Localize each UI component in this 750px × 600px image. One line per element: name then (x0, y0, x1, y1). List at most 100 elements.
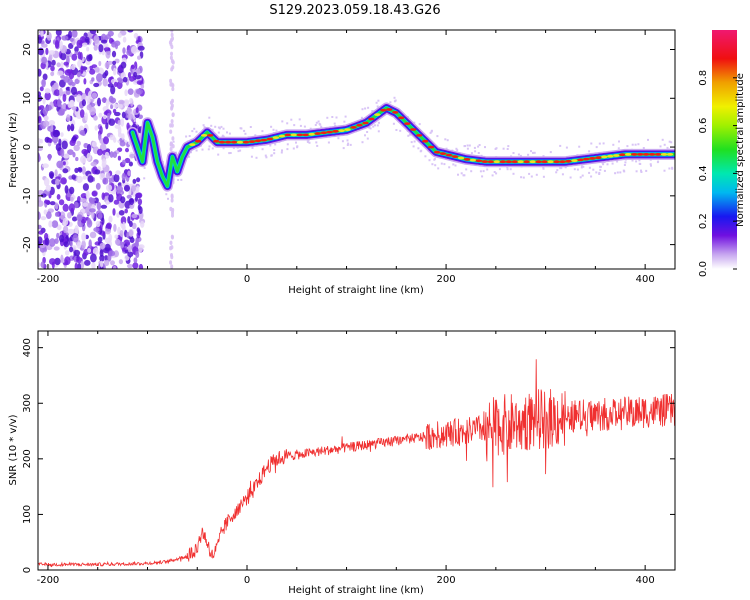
colorbar: 0.0 0.2 0.4 0.6 0.8 Normalized spectral ampl… (698, 30, 746, 277)
halo-speck (335, 116, 338, 119)
noise-blob (80, 198, 87, 203)
noise-blob (55, 30, 62, 36)
noise-blob (50, 65, 55, 72)
halo-speck (286, 148, 289, 151)
noise-blob (131, 222, 137, 230)
halo-speck (634, 143, 637, 146)
halo-speck (649, 163, 652, 166)
noise-blob (102, 177, 109, 185)
halo-speck (565, 146, 568, 149)
ridge-core (541, 160, 548, 164)
ridge-core (218, 140, 226, 144)
halo-speck (195, 149, 198, 152)
halo-speck (417, 147, 420, 150)
noise-blob (68, 71, 75, 80)
ridge-core (487, 160, 495, 164)
noise-blob (78, 167, 83, 173)
noise-blob (112, 103, 119, 108)
noise-blob (127, 244, 132, 253)
noise-blob (129, 197, 135, 206)
noise-blob (48, 50, 56, 55)
noise-blob (122, 159, 126, 165)
x-tick-label: 200 (437, 575, 456, 586)
ridge-core (350, 126, 357, 129)
noise-blob (131, 185, 136, 192)
noise-blob (100, 39, 108, 44)
noise-blob (97, 97, 101, 107)
ridge-core (302, 133, 309, 137)
noise-blob (94, 66, 100, 73)
noise-blob (97, 212, 103, 220)
noise-blob (69, 99, 75, 108)
noise-blob (82, 42, 88, 47)
noise-blob (87, 217, 91, 225)
halo-speck (343, 120, 346, 123)
ridge-core (201, 134, 208, 137)
ridge-core (266, 137, 274, 141)
noise-blob (62, 168, 69, 174)
halo-speck (532, 151, 534, 154)
noise-blob (120, 118, 125, 127)
halo-speck (290, 118, 293, 121)
ridge-core (457, 156, 465, 160)
noise-blob (169, 260, 173, 265)
halo-speck (208, 145, 211, 148)
noise-blob (98, 112, 103, 118)
noise-blob (86, 143, 92, 153)
halo-speck (244, 132, 247, 135)
noise-blob (99, 242, 106, 249)
y-tick-label: 400 (22, 338, 33, 357)
ridge-core (356, 123, 363, 127)
noise-blob (48, 138, 53, 144)
noise-blob (103, 47, 111, 52)
noise-blob (54, 202, 59, 210)
halo-speck (272, 128, 275, 131)
noise-blob (120, 61, 127, 69)
halo-speck (327, 141, 330, 144)
halo-speck (295, 141, 297, 144)
noise-blob (40, 261, 45, 269)
halo-speck (454, 164, 457, 167)
halo-speck (341, 140, 344, 143)
ridge-core (195, 139, 202, 143)
noise-blob (77, 51, 82, 60)
halo-speck (491, 174, 494, 177)
noise-blob (131, 46, 138, 54)
noise-blob (125, 147, 129, 153)
noise-blob (38, 36, 42, 44)
spectrogram-ticks: -200 0 200 400 20 10 0 -10 -20 (22, 30, 675, 285)
halo-speck (611, 162, 614, 165)
noise-blob (169, 78, 173, 84)
noise-blob (169, 129, 173, 134)
noise-blob (94, 169, 101, 175)
noise-blob (171, 144, 175, 149)
noise-blob (124, 157, 131, 164)
noise-blob (138, 263, 144, 269)
noise-blob (120, 216, 127, 225)
ridge-core (654, 153, 662, 156)
ridge-core (248, 140, 256, 144)
noise-blob (73, 249, 81, 256)
y-tick-label: 10 (22, 92, 33, 105)
halo-speck (581, 165, 583, 168)
halo-speck (477, 145, 480, 148)
noise-blob (135, 88, 143, 95)
halo-speck (208, 116, 211, 119)
y-tick-label: 100 (22, 505, 33, 524)
noise-blob (56, 160, 64, 169)
noise-blob (127, 170, 131, 176)
halo-speck (592, 168, 595, 171)
noise-blob (170, 82, 174, 87)
noise-blob (90, 161, 97, 167)
noise-blob (103, 259, 110, 266)
noise-blob (38, 211, 41, 221)
noise-blob (136, 192, 143, 199)
noise-blob (123, 100, 130, 107)
noise-blob (69, 139, 76, 146)
noise-blob (60, 148, 65, 158)
halo-speck (347, 142, 350, 145)
noise-blob (73, 201, 79, 209)
halo-speck (210, 124, 213, 127)
noise-blob (71, 136, 77, 142)
noise-blob (51, 220, 59, 229)
